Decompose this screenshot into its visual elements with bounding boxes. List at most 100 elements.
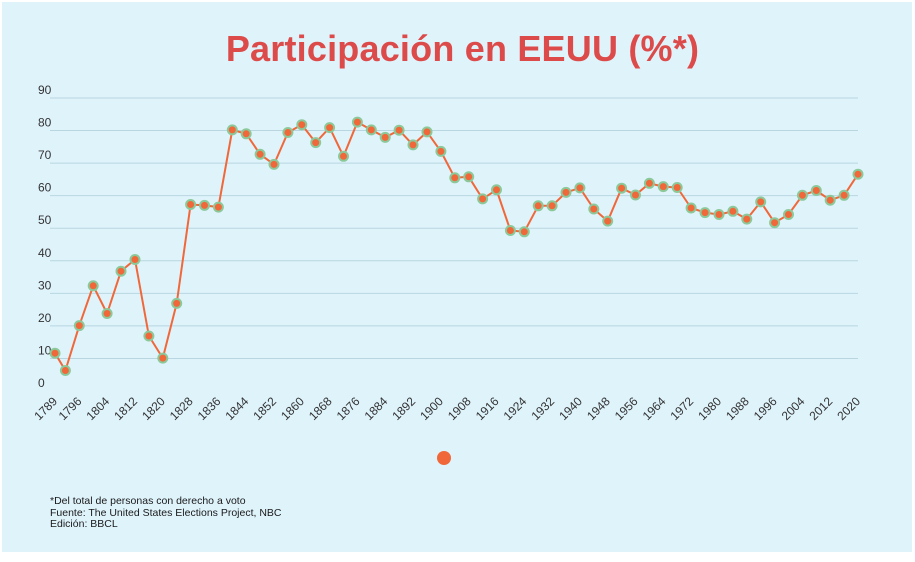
data-point <box>477 193 489 205</box>
data-point <box>73 320 85 332</box>
y-tick-label: 0 <box>38 376 45 390</box>
data-point <box>365 124 377 136</box>
x-tick-label: 1948 <box>584 394 613 423</box>
y-tick-label: 60 <box>38 181 52 195</box>
chart-card <box>2 2 912 552</box>
x-tick-label: 1828 <box>167 394 196 423</box>
data-point <box>101 308 113 319</box>
x-tick-label: 1988 <box>723 394 752 423</box>
data-point <box>268 158 280 170</box>
data-point <box>518 226 530 238</box>
y-tick-label: 90 <box>38 83 52 97</box>
data-point <box>574 182 586 194</box>
data-point <box>616 182 628 194</box>
legend-marker <box>437 451 451 465</box>
data-point <box>560 186 572 198</box>
x-tick-label: 1900 <box>417 394 446 423</box>
data-point <box>351 116 363 128</box>
data-point <box>254 148 266 160</box>
x-tick-label: 1789 <box>31 394 60 423</box>
data-point <box>796 189 808 201</box>
data-point <box>546 200 558 212</box>
x-tick-label: 1924 <box>501 394 530 423</box>
data-point <box>379 131 391 143</box>
edition-note: Edición: BBCL <box>50 518 118 530</box>
x-tick-label: 1844 <box>223 394 252 423</box>
x-tick-label: 1796 <box>56 394 85 423</box>
x-tick-label: 1956 <box>612 394 641 423</box>
data-point <box>240 128 252 140</box>
data-point <box>491 184 502 196</box>
data-point <box>671 182 683 193</box>
x-tick-label: 1804 <box>83 394 112 423</box>
data-point <box>421 126 433 138</box>
x-tick-label: 1916 <box>473 394 502 423</box>
footnote: *Del total de personas con derecho a vot… <box>50 495 246 507</box>
data-point <box>449 172 461 184</box>
series-line <box>54 121 859 372</box>
data-point <box>810 185 822 196</box>
data-point <box>324 122 336 134</box>
data-point <box>393 124 405 136</box>
x-tick-label: 1868 <box>306 394 335 423</box>
x-tick-label: 1892 <box>389 394 418 423</box>
data-point <box>685 202 697 214</box>
data-point <box>296 119 308 131</box>
y-tick-label: 30 <box>38 278 52 292</box>
x-tick-label: 1852 <box>250 394 279 423</box>
data-point <box>49 347 61 359</box>
x-tick-label: 1860 <box>278 394 307 423</box>
x-tick-label: 1996 <box>751 394 780 423</box>
data-point <box>699 207 711 219</box>
data-point <box>630 189 641 201</box>
x-tick-label: 1876 <box>334 394 363 423</box>
y-tick-label: 70 <box>38 148 52 162</box>
x-tick-label: 2020 <box>834 394 863 423</box>
x-tick-label: 1908 <box>445 394 474 423</box>
data-point <box>741 213 753 225</box>
y-axis: 0 10 20 30 40 50 60 70 80 90 <box>38 83 52 390</box>
source-note: Fuente: The United States Elections Proj… <box>50 506 282 519</box>
footer: *Del total de personas con derecho a vot… <box>50 495 282 531</box>
x-tick-label: 1820 <box>139 394 168 423</box>
x-tick-label: 2004 <box>779 394 808 423</box>
x-tick-label: 1972 <box>667 394 696 423</box>
data-point <box>504 225 516 236</box>
data-point <box>769 217 781 229</box>
y-tick-label: 80 <box>38 116 52 130</box>
y-tick-label: 50 <box>38 213 52 227</box>
data-point <box>713 209 725 220</box>
data-point <box>199 199 210 211</box>
data-point <box>657 181 669 193</box>
data-point <box>157 352 169 364</box>
chart-title: Participación en EEUU (%*) <box>225 28 700 69</box>
data-point <box>602 215 614 227</box>
x-tick-label: 2012 <box>807 394 836 423</box>
data-point <box>338 150 349 162</box>
x-tick-label: 1884 <box>362 394 391 423</box>
data-point <box>532 200 544 212</box>
data-point <box>143 330 155 342</box>
x-tick-label: 1932 <box>528 394 557 423</box>
data-point <box>212 201 224 213</box>
data-point <box>407 139 419 151</box>
data-point <box>838 189 850 201</box>
data-point <box>87 280 99 292</box>
data-point <box>115 265 127 277</box>
data-point <box>282 127 294 138</box>
x-tick-label: 1812 <box>111 394 140 423</box>
data-point <box>129 254 141 265</box>
y-tick-label: 10 <box>38 343 52 357</box>
x-tick-label: 1836 <box>195 394 224 423</box>
gridlines <box>50 97 858 359</box>
data-point <box>783 209 794 220</box>
data-point <box>463 171 475 183</box>
data-point <box>185 199 197 210</box>
data-point <box>226 124 238 136</box>
x-tick-label: 1980 <box>695 394 724 423</box>
data-point <box>852 168 864 180</box>
data-point <box>588 203 600 215</box>
data-point <box>171 297 183 309</box>
